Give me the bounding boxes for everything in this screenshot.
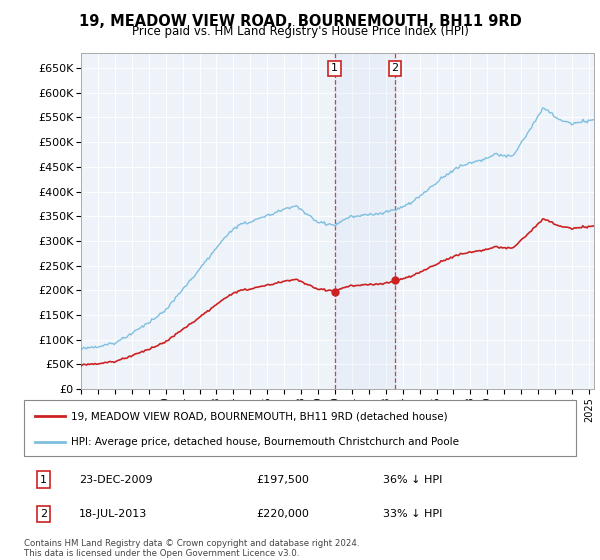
FancyBboxPatch shape bbox=[24, 400, 576, 456]
Text: £220,000: £220,000 bbox=[256, 509, 309, 519]
Text: 19, MEADOW VIEW ROAD, BOURNEMOUTH, BH11 9RD (detached house): 19, MEADOW VIEW ROAD, BOURNEMOUTH, BH11 … bbox=[71, 411, 448, 421]
Text: 1: 1 bbox=[331, 63, 338, 73]
Text: 33% ↓ HPI: 33% ↓ HPI bbox=[383, 509, 442, 519]
Text: Contains HM Land Registry data © Crown copyright and database right 2024.
This d: Contains HM Land Registry data © Crown c… bbox=[24, 539, 359, 558]
Text: 1: 1 bbox=[40, 474, 47, 484]
Bar bbox=[335, 53, 395, 389]
Text: Price paid vs. HM Land Registry's House Price Index (HPI): Price paid vs. HM Land Registry's House … bbox=[131, 25, 469, 38]
Text: 2: 2 bbox=[40, 509, 47, 519]
Text: 23-DEC-2009: 23-DEC-2009 bbox=[79, 474, 153, 484]
Text: 36% ↓ HPI: 36% ↓ HPI bbox=[383, 474, 442, 484]
Text: HPI: Average price, detached house, Bournemouth Christchurch and Poole: HPI: Average price, detached house, Bour… bbox=[71, 437, 459, 447]
Text: £197,500: £197,500 bbox=[256, 474, 309, 484]
Text: 19, MEADOW VIEW ROAD, BOURNEMOUTH, BH11 9RD: 19, MEADOW VIEW ROAD, BOURNEMOUTH, BH11 … bbox=[79, 14, 521, 29]
Text: 18-JUL-2013: 18-JUL-2013 bbox=[79, 509, 148, 519]
Text: 2: 2 bbox=[391, 63, 398, 73]
